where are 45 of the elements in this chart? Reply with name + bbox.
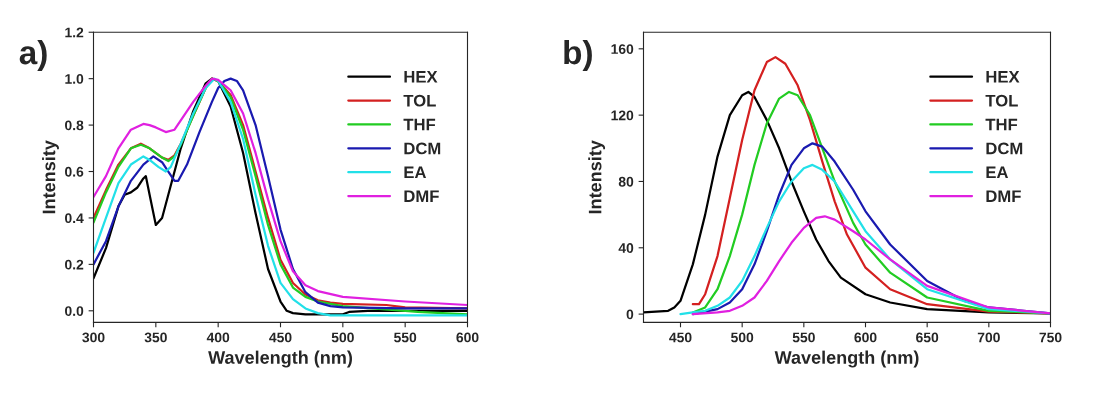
- x-tick-label: 600: [854, 332, 877, 343]
- legend-label: TOL: [403, 94, 436, 107]
- legend-label: DCM: [404, 142, 441, 155]
- y-tick-label: 160: [611, 44, 634, 54]
- chart-title: b): [564, 39, 592, 71]
- chart-title: a): [19, 39, 47, 71]
- y-tick-label: 120: [611, 110, 634, 121]
- y-tick-label: 0.2: [65, 259, 84, 270]
- y-axis-title: Intensity: [588, 140, 606, 214]
- legend-label: HEX: [404, 71, 438, 83]
- x-tick-label: 550: [792, 332, 815, 343]
- y-tick-label: 0: [626, 309, 634, 320]
- x-tick-label: 600: [456, 332, 479, 343]
- legend-label: DMF: [986, 190, 1021, 202]
- line-series: [691, 215, 1051, 316]
- x-tick-label: 750: [1039, 332, 1062, 343]
- x-axis-title: Wavelength (nm): [774, 350, 919, 368]
- x-tick-label: 500: [731, 332, 754, 343]
- y-tick-label: 0.8: [65, 120, 84, 131]
- x-tick-label: 450: [269, 332, 292, 343]
- y-tick-label: 1.0: [65, 74, 84, 84]
- x-tick-label: 700: [977, 332, 1000, 343]
- x-tick-label: 450: [669, 332, 692, 343]
- legend-label: HEX: [986, 71, 1020, 83]
- x-tick-label: 650: [916, 332, 939, 343]
- y-tick-label: 0.0: [65, 306, 84, 316]
- y-tick-label: 40: [618, 243, 634, 253]
- legend-label: EA: [404, 166, 427, 179]
- y-axis-title: Intensity: [42, 140, 59, 214]
- legend-label: TOL: [985, 94, 1018, 107]
- x-tick-label: 350: [144, 332, 167, 343]
- x-tick-label: 550: [394, 332, 417, 343]
- x-tick-label: 400: [206, 332, 230, 343]
- y-tick-label: 0.6: [65, 166, 84, 177]
- legend-label: THF: [403, 118, 436, 131]
- y-tick-label: 1.2: [65, 27, 84, 38]
- legend-label: THF: [985, 118, 1018, 131]
- y-tick-label: 0.4: [65, 213, 84, 224]
- legend-label: DCM: [986, 142, 1023, 155]
- legend-label: DMF: [404, 190, 439, 202]
- y-tick-label: 80: [618, 176, 634, 187]
- x-tick-label: 300: [82, 332, 105, 343]
- x-tick-label: 500: [331, 332, 354, 343]
- legend-label: EA: [986, 166, 1009, 179]
- x-axis-title: Wavelength (nm): [208, 350, 352, 368]
